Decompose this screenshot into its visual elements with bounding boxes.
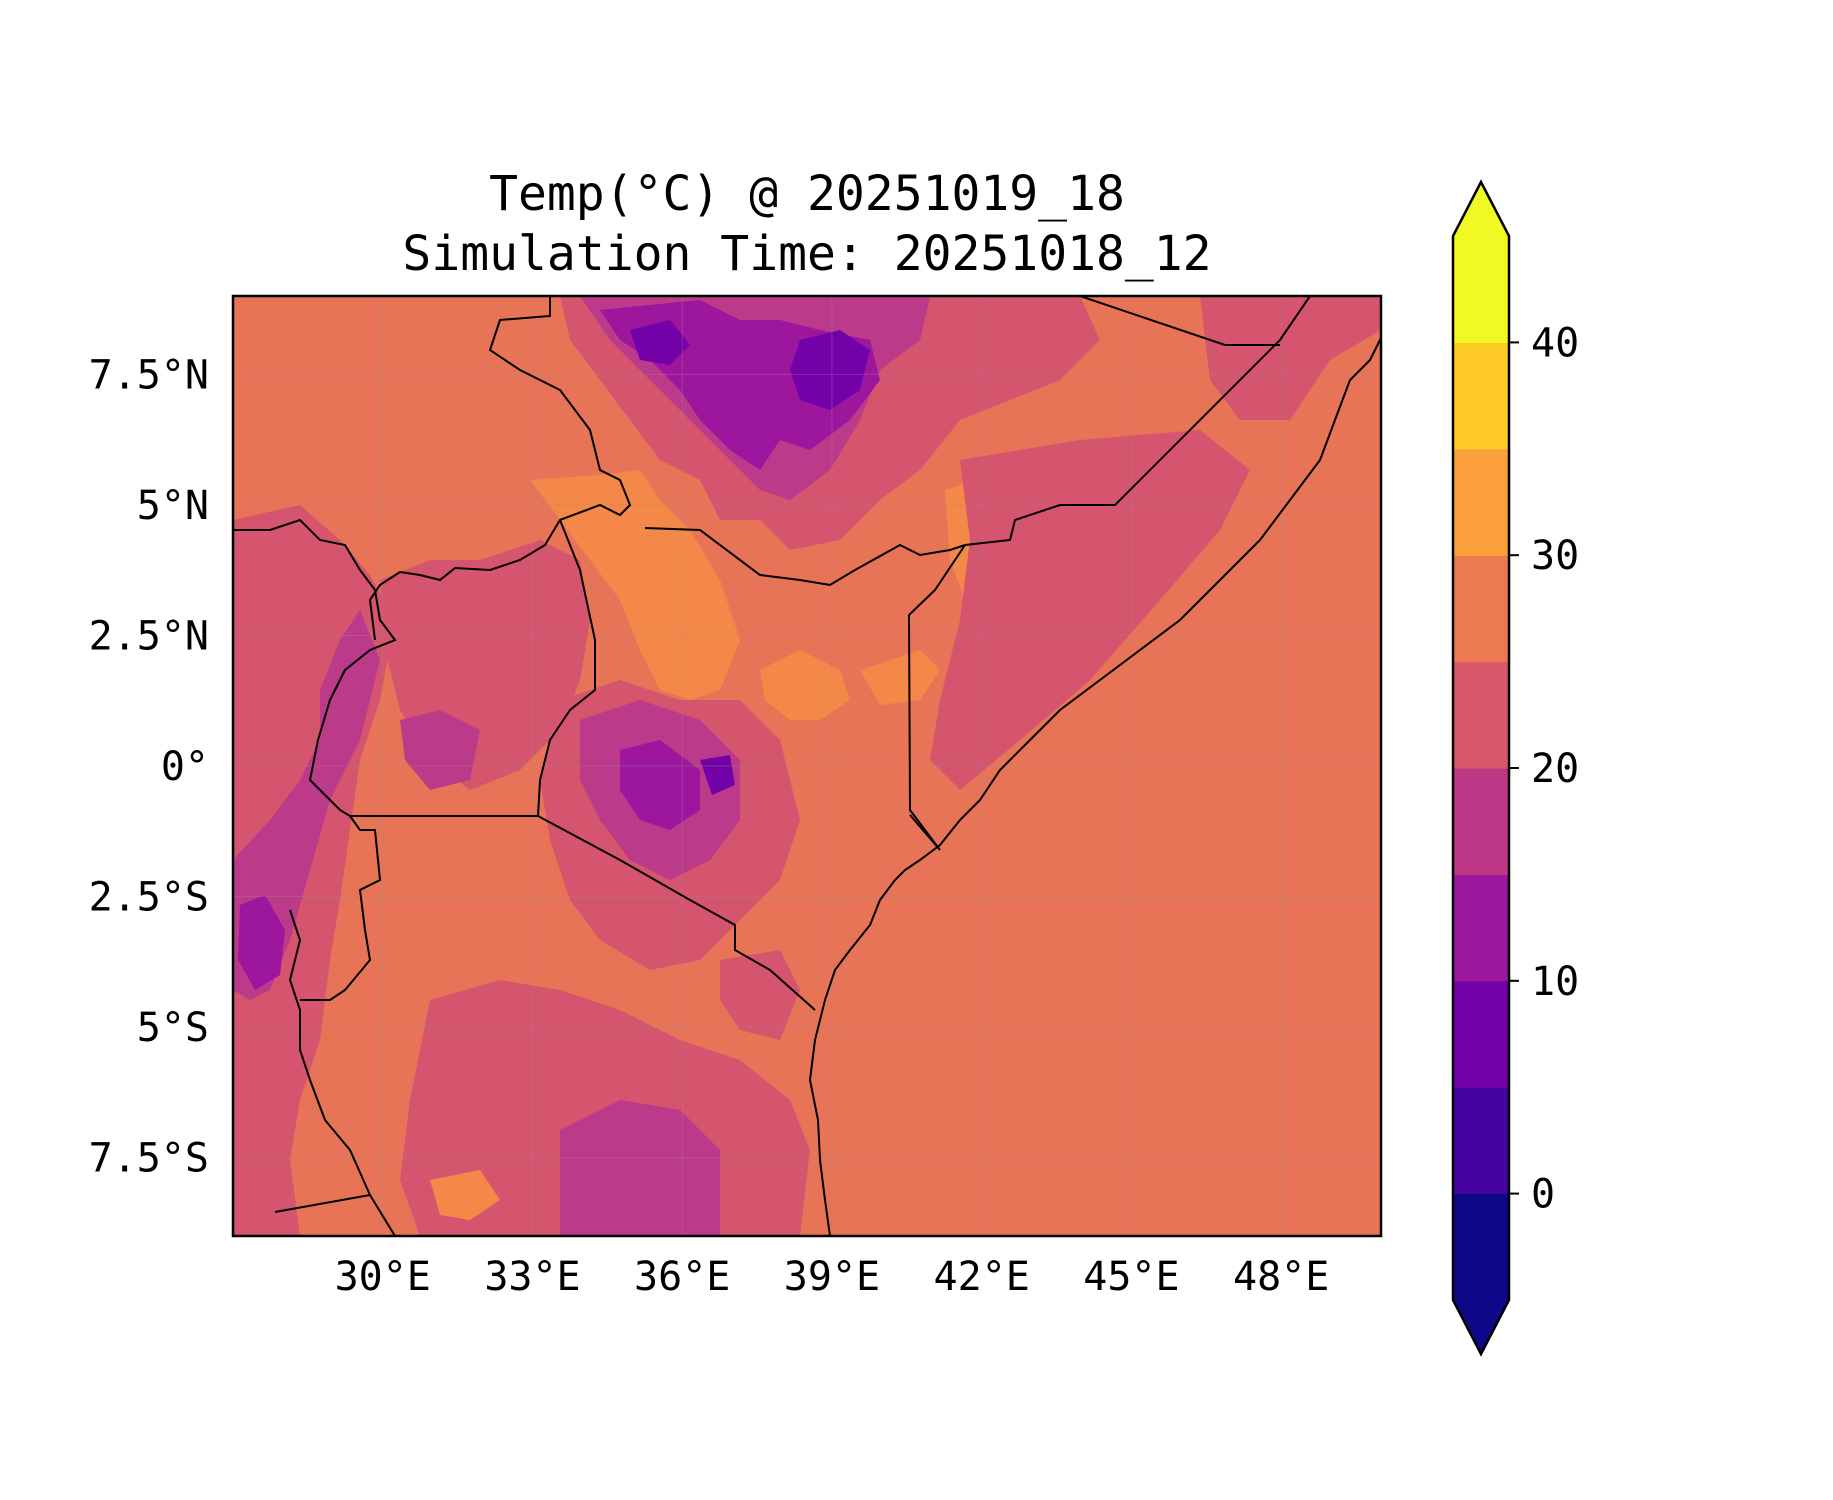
field-region-kenya-coldest	[700, 755, 735, 795]
border-drc-west	[233, 518, 376, 591]
field-region-somalia-north	[1200, 296, 1381, 420]
border-tanzania-south	[274, 1194, 371, 1213]
colorbar-tick-label: 10	[1531, 959, 1579, 1005]
y-tick-label: 7.5°N	[89, 352, 209, 398]
coastline	[808, 337, 1381, 1236]
colorbar-outline	[1451, 179, 1511, 1357]
x-tick-label: 39°E	[784, 1254, 880, 1300]
colorbar-tick-label: 0	[1531, 1172, 1555, 1218]
y-axis-ticks: 7.5°N 5°N 2.5°N 0° 2.5°S 5°S 7.5°S	[89, 352, 209, 1181]
border-somaliland	[1079, 296, 1280, 346]
y-tick-label: 2.5°S	[89, 875, 209, 921]
field-region-west-cool	[233, 610, 380, 1000]
x-tick-label: 33°E	[484, 1254, 580, 1300]
field-region-uganda-cool	[400, 710, 480, 790]
border-kenya-tanzania	[537, 815, 816, 1011]
colorbar-tick-label: 30	[1531, 533, 1579, 579]
gridlines	[233, 296, 1381, 1236]
field-region-tanzania-warm	[430, 1170, 500, 1220]
x-tick-label: 36°E	[634, 1254, 730, 1300]
colorbar-segment	[1453, 768, 1509, 875]
field-region-kenya-cooler	[620, 740, 700, 830]
field-region-ethiopia-coldest-2	[630, 320, 690, 365]
x-tick-label: 48°E	[1233, 1254, 1329, 1300]
colorbar-extend-min	[1453, 1300, 1509, 1354]
colorbar-segment	[1453, 342, 1509, 450]
y-tick-label: 2.5°N	[89, 613, 209, 659]
colorbar-segment	[1453, 980, 1509, 1088]
map-frame	[231, 294, 1383, 1238]
y-tick-label: 0°	[161, 744, 209, 790]
border-ethiopia-south	[644, 527, 966, 587]
colorbar: 0 10 20 30 40	[1451, 179, 1579, 1357]
field-region-tanzania-2	[720, 950, 800, 1040]
field-region-ethiopia-coldest	[790, 330, 870, 410]
colorbar-segment	[1453, 661, 1509, 769]
y-tick-label: 7.5°S	[89, 1136, 209, 1182]
x-tick-label: 45°E	[1083, 1254, 1179, 1300]
y-tick-label: 5°N	[137, 483, 209, 529]
colorbar-segment	[1453, 1193, 1509, 1301]
field-region-turkana-warm	[530, 470, 740, 700]
map-title: Temp(°C) @ 20251019_18	[489, 166, 1125, 222]
colorbar-segment	[1453, 1087, 1509, 1195]
x-axis-ticks: 30°E 33°E 36°E 39°E 42°E 45°E 48°E	[335, 1254, 1330, 1300]
field-region-somalia	[930, 430, 1250, 790]
field-region-west-cooler	[238, 895, 285, 990]
colorbar-tick-label: 20	[1531, 746, 1579, 792]
country-borders	[233, 296, 1381, 1236]
border-kenya-ethiopia	[964, 296, 1311, 546]
colorbar-segment	[1453, 448, 1509, 556]
border-kenya-somalia	[907, 544, 966, 851]
border-rwanda-burundi	[300, 815, 382, 1001]
border-south-sudan	[368, 296, 632, 641]
border-uganda	[308, 519, 596, 817]
colorbar-tick-label: 40	[1531, 320, 1579, 366]
temperature-field	[233, 296, 1381, 1236]
border-tanzania-west	[288, 909, 396, 1236]
colorbar-segment	[1453, 555, 1509, 663]
field-region-warm-3	[860, 650, 940, 705]
y-tick-label: 5°S	[137, 1005, 209, 1051]
field-region-tanzania-cool	[560, 1100, 720, 1236]
colorbar-segment	[1453, 236, 1509, 343]
x-tick-label: 42°E	[934, 1254, 1030, 1300]
x-tick-label: 30°E	[335, 1254, 431, 1300]
map-subtitle: Simulation Time: 20251018_12	[402, 226, 1212, 282]
field-region-warm-2	[760, 650, 850, 720]
colorbar-extend-max	[1453, 182, 1509, 236]
colorbar-segment	[1453, 874, 1509, 982]
